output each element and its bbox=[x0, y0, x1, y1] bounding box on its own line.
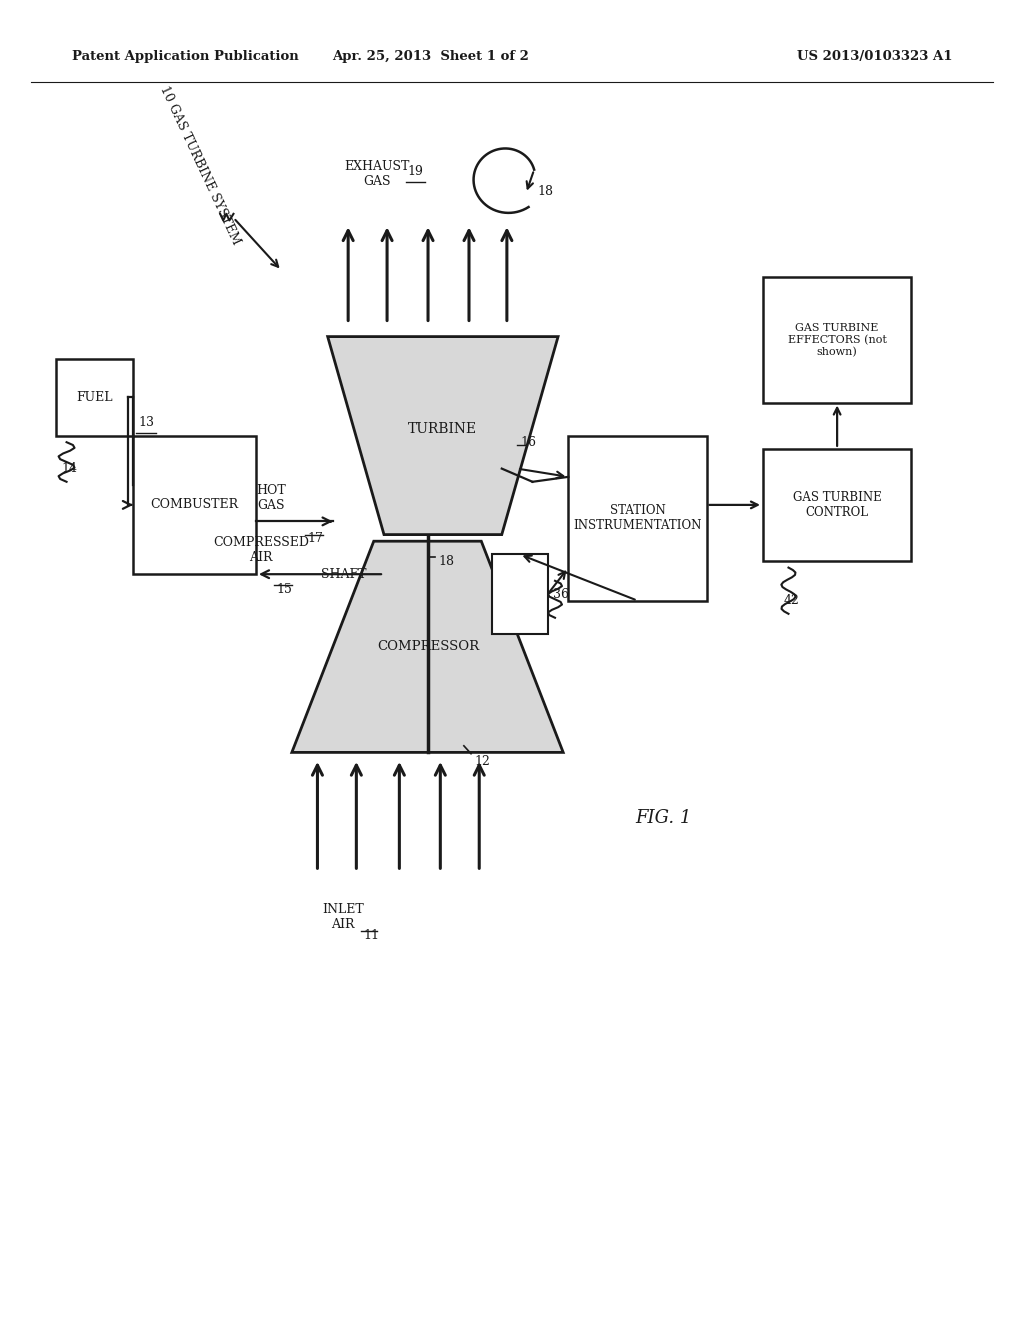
Text: 36: 36 bbox=[553, 587, 569, 601]
Text: COMBUSTER: COMBUSTER bbox=[151, 499, 239, 511]
Text: US 2013/0103323 A1: US 2013/0103323 A1 bbox=[797, 50, 952, 63]
Text: GAS TURBINE
CONTROL: GAS TURBINE CONTROL bbox=[793, 491, 882, 519]
Text: 14: 14 bbox=[61, 462, 78, 475]
Polygon shape bbox=[328, 337, 558, 535]
Bar bbox=[763, 277, 911, 403]
Bar bbox=[56, 359, 133, 436]
Bar bbox=[568, 436, 707, 601]
Text: FUEL: FUEL bbox=[77, 391, 113, 404]
Bar bbox=[492, 554, 548, 634]
Text: 11: 11 bbox=[364, 929, 380, 942]
Text: Patent Application Publication: Patent Application Publication bbox=[72, 50, 298, 63]
Text: 12: 12 bbox=[474, 755, 490, 768]
Bar bbox=[133, 436, 256, 574]
Text: 18: 18 bbox=[438, 554, 455, 568]
Text: EXHAUST
GAS: EXHAUST GAS bbox=[344, 160, 410, 189]
Text: SHAFT: SHAFT bbox=[322, 568, 367, 581]
Text: 10 GAS TURBINE SYSTEM: 10 GAS TURBINE SYSTEM bbox=[157, 83, 243, 247]
Text: STATION
INSTRUMENTATION: STATION INSTRUMENTATION bbox=[573, 504, 701, 532]
Text: FIG. 1: FIG. 1 bbox=[635, 809, 691, 828]
Text: 18: 18 bbox=[538, 185, 554, 198]
Text: 16: 16 bbox=[520, 436, 537, 449]
Text: COMPRESSOR: COMPRESSOR bbox=[377, 640, 479, 653]
Bar bbox=[763, 449, 911, 561]
Text: INLET
AIR: INLET AIR bbox=[323, 903, 364, 932]
Text: GAS TURBINE
EFFECTORS (not
shown): GAS TURBINE EFFECTORS (not shown) bbox=[787, 323, 887, 356]
Text: 15: 15 bbox=[276, 583, 293, 597]
Text: 42: 42 bbox=[783, 594, 800, 607]
Text: 17: 17 bbox=[307, 532, 324, 545]
Text: HOT
GAS: HOT GAS bbox=[256, 483, 287, 512]
Polygon shape bbox=[292, 541, 563, 752]
Text: 19: 19 bbox=[408, 165, 424, 178]
Text: COMPRESSED
AIR: COMPRESSED AIR bbox=[213, 536, 309, 565]
Text: Apr. 25, 2013  Sheet 1 of 2: Apr. 25, 2013 Sheet 1 of 2 bbox=[332, 50, 528, 63]
Text: TURBINE: TURBINE bbox=[408, 422, 477, 436]
Text: 13: 13 bbox=[138, 416, 155, 429]
